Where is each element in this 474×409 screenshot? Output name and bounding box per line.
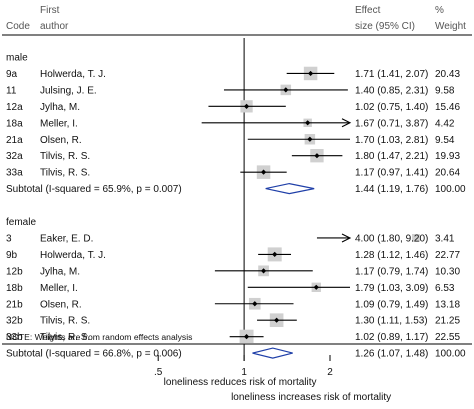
- weight-label: 22.55: [435, 332, 460, 343]
- group-label: female: [6, 217, 36, 228]
- point-estimate: [305, 120, 311, 126]
- study-code: 12b: [6, 266, 23, 277]
- study-author: Olsen, R.: [40, 299, 82, 310]
- header-effect-line2: size (95% CI): [355, 21, 415, 32]
- effect-size-label: 1.17 (0.79, 1.74): [355, 266, 428, 277]
- weight-label: 20.64: [435, 168, 460, 179]
- header-weight-line1: %: [435, 5, 444, 16]
- point-estimate: [243, 334, 250, 340]
- x-tick-label: .5: [154, 367, 163, 378]
- point-estimate: [307, 136, 313, 142]
- plot-rows: male 9a Holwerda, T. J. 1.71 (1.41, 2.07) 20…: [6, 38, 466, 361]
- weight-label: 19.93: [435, 151, 460, 162]
- subtotal-effect-label: 1.26 (1.07, 1.48): [355, 349, 428, 360]
- effect-size-label: 1.17 (0.97, 1.41): [355, 168, 428, 179]
- study-author: Jylha, M.: [40, 266, 80, 277]
- study-author: Meller, I.: [40, 283, 78, 294]
- effect-size-label: 1.71 (1.41, 2.07): [355, 69, 428, 80]
- subtotal-weight-label: 100.00: [435, 184, 466, 195]
- point-estimate: [252, 301, 258, 307]
- subtotal-diamond: [265, 182, 315, 195]
- study-code: 33b: [6, 332, 23, 343]
- study-code: 9b: [6, 250, 18, 261]
- weight-label: 13.18: [435, 299, 460, 310]
- study-author: Tilvis, R. S.: [40, 151, 90, 162]
- subtotal-label: Subtotal (I-squared = 66.8%, p = 0.006): [6, 349, 182, 360]
- point-estimate: [243, 103, 250, 109]
- study-author: Julsing, J. E.: [40, 85, 97, 96]
- study-code: 12a: [6, 102, 23, 113]
- effect-size-label: 1.67 (0.71, 3.87): [355, 118, 428, 129]
- x-label-increases: loneliness increases risk of mortality: [231, 392, 391, 403]
- study-code: 11: [6, 85, 17, 96]
- point-estimate: [272, 251, 278, 257]
- study-author: Tilvis, R. S.: [40, 332, 90, 343]
- ci-arrow: [341, 233, 352, 243]
- study-code: 21b: [6, 299, 23, 310]
- point-estimate: [260, 268, 267, 274]
- study-code: 21a: [6, 135, 23, 146]
- study-author: Eaker, E. D.: [40, 233, 93, 244]
- effect-size-label: 1.70 (1.03, 2.81): [355, 135, 428, 146]
- group-label: male: [6, 53, 28, 64]
- weight-label: 15.46: [435, 102, 460, 113]
- point-estimate: [307, 70, 314, 77]
- effect-size-label: 1.02 (0.89, 1.17): [355, 332, 428, 343]
- study-author: Meller, I.: [40, 118, 78, 129]
- study-code: 32a: [6, 151, 23, 162]
- effect-size-label: 4.00 (1.80, 9.20): [355, 233, 428, 244]
- header-effect-line1: Effect: [355, 5, 381, 16]
- x-label-reduces: loneliness reduces risk of mortality: [164, 377, 317, 388]
- effect-size-label: 1.30 (1.11, 1.53): [355, 316, 428, 327]
- study-author: Tilvis, R. S.: [40, 316, 90, 327]
- weight-box: [411, 234, 420, 242]
- table-header: Code First author Effect size (95% CI) %…: [6, 5, 466, 32]
- x-axis: .5 1 2 loneliness reduces risk of mortality…: [154, 355, 391, 403]
- weight-label: 22.77: [435, 250, 460, 261]
- effect-size-label: 1.80 (1.47, 2.21): [355, 151, 428, 162]
- header-code: Code: [6, 21, 30, 32]
- point-estimate: [274, 317, 280, 323]
- weight-label: 9.58: [435, 85, 455, 96]
- subtotal-effect-label: 1.44 (1.19, 1.76): [355, 184, 428, 195]
- effect-size-label: 1.09 (0.79, 1.49): [355, 299, 428, 310]
- weight-label: 20.43: [435, 69, 460, 80]
- point-estimate: [313, 284, 319, 290]
- study-code: 33a: [6, 168, 23, 179]
- effect-size-label: 1.40 (0.85, 2.31): [355, 85, 428, 96]
- header-weight-line2: Weight: [435, 21, 466, 32]
- study-author: Holwerda, T. J.: [40, 250, 106, 261]
- header-author-line2: author: [40, 21, 69, 32]
- weight-label: 4.42: [435, 118, 455, 129]
- x-tick-label: 2: [327, 367, 333, 378]
- study-author: Holwerda, T. J.: [40, 69, 106, 80]
- weight-label: 10.30: [435, 266, 460, 277]
- header-author-line1: First: [40, 5, 60, 16]
- weights-note: NOTE: Weights are from random effects an…: [6, 332, 192, 342]
- point-estimate: [314, 153, 320, 159]
- weight-label: 3.41: [435, 233, 455, 244]
- subtotal-weight-label: 100.00: [435, 349, 466, 360]
- effect-size-label: 1.02 (0.75, 1.40): [355, 102, 428, 113]
- subtotal-diamond: [252, 347, 293, 359]
- x-tick-label: 1: [241, 367, 247, 378]
- study-code: 18b: [6, 283, 23, 294]
- weight-label: 21.25: [435, 316, 460, 327]
- study-author: Tilvis, R. S.: [40, 168, 90, 179]
- study-author: Jylha, M.: [40, 102, 80, 113]
- subtotal-label: Subtotal (I-squared = 65.9%, p = 0.007): [6, 184, 182, 195]
- effect-size-label: 1.28 (1.12, 1.46): [355, 250, 428, 261]
- ci-arrow: [341, 118, 352, 128]
- study-code: 9a: [6, 69, 18, 80]
- study-author: Olsen, R.: [40, 135, 82, 146]
- point-estimate: [260, 169, 267, 175]
- study-code: 18a: [6, 118, 23, 129]
- weight-label: 9.54: [435, 135, 455, 146]
- study-code: 32b: [6, 316, 23, 327]
- point-estimate: [283, 87, 289, 93]
- effect-size-label: 1.79 (1.03, 3.09): [355, 283, 428, 294]
- weight-label: 6.53: [435, 283, 455, 294]
- study-code: 3: [6, 233, 12, 244]
